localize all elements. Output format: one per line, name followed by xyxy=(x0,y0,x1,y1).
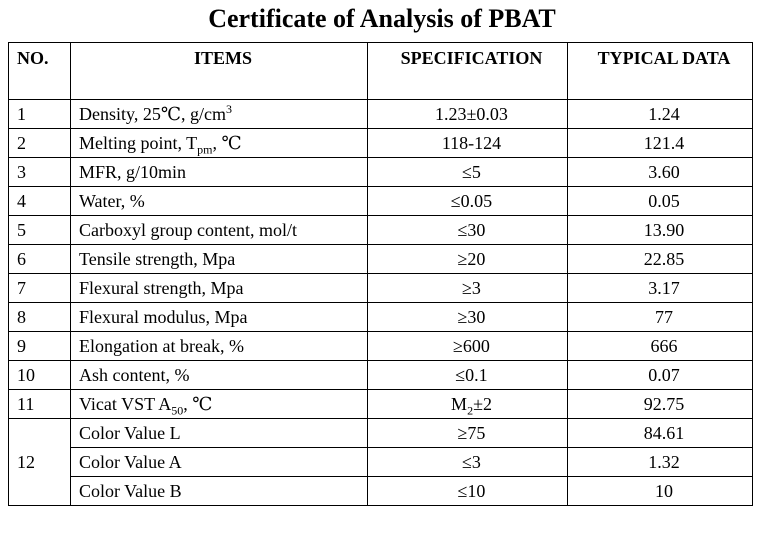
row-spec-suffix: ±2 xyxy=(473,394,492,414)
header-typical-data: TYPICAL DATA xyxy=(567,42,753,100)
table-row: 12 Color Value L ≥75 84.61 xyxy=(8,418,753,506)
row-specification: 1.23±0.03 xyxy=(367,99,568,129)
row-item: MFR, g/10min xyxy=(70,157,368,187)
row-spec-subscript: 2 xyxy=(467,403,474,418)
row-item: Carboxyl group content, mol/t xyxy=(70,215,368,245)
row-item: Color Value A xyxy=(70,447,368,477)
row-typical-data: 84.61 xyxy=(567,418,753,448)
row-no: 6 xyxy=(8,244,71,274)
row-item-subscript: 50 xyxy=(171,403,184,418)
table-row: 1 Density, 25℃, g/cm3 1.23±0.03 1.24 xyxy=(8,99,753,129)
row-no: 11 xyxy=(8,389,71,419)
row-no: 7 xyxy=(8,273,71,303)
row-specification: ≥20 xyxy=(367,244,568,274)
table-row: 2 Melting point, Tpm, ℃ 118-124 121.4 xyxy=(8,128,753,158)
row-typical-data: 3.60 xyxy=(567,157,753,187)
table-row: 9 Elongation at break, % ≥600 666 xyxy=(8,331,753,361)
row-no: 5 xyxy=(8,215,71,245)
table-row: Color Value B ≤10 10 xyxy=(9,476,753,506)
table-row: 7 Flexural strength, Mpa ≥3 3.17 xyxy=(8,273,753,303)
row-specification: ≥30 xyxy=(367,302,568,332)
header-specification: SPECIFICATION xyxy=(367,42,568,100)
row-item: Density, 25℃, g/cm3 xyxy=(70,99,368,129)
row-typical-data: 0.05 xyxy=(567,186,753,216)
row-item-text: Melting point, T xyxy=(79,133,198,153)
row-item: Color Value B xyxy=(70,476,368,506)
row-typical-data: 0.07 xyxy=(567,360,753,390)
row-no: 3 xyxy=(8,157,71,187)
table-row: 8 Flexural modulus, Mpa ≥30 77 xyxy=(8,302,753,332)
row-item: Ash content, % xyxy=(70,360,368,390)
row-item: Flexural strength, Mpa xyxy=(70,273,368,303)
row-typical-data: 121.4 xyxy=(567,128,753,158)
row-specification: ≥3 xyxy=(367,273,568,303)
row-item: Elongation at break, % xyxy=(70,331,368,361)
header-no: NO. xyxy=(8,42,71,100)
row-typical-data: 666 xyxy=(567,331,753,361)
row-specification: ≤0.05 xyxy=(367,186,568,216)
table-header-row: NO. ITEMS SPECIFICATION TYPICAL DATA xyxy=(8,42,753,100)
row-specification: ≤10 xyxy=(367,476,568,506)
table-row: 4 Water, % ≤0.05 0.05 xyxy=(8,186,753,216)
row-typical-data: 1.24 xyxy=(567,99,753,129)
analysis-table: NO. ITEMS SPECIFICATION TYPICAL DATA 1 D… xyxy=(8,42,753,506)
row-no: 10 xyxy=(8,360,71,390)
row-typical-data: 10 xyxy=(567,476,753,506)
row-item: Vicat VST A50, ℃ xyxy=(70,389,368,419)
row-item: Water, % xyxy=(70,186,368,216)
row-specification: ≤30 xyxy=(367,215,568,245)
table-row: 10 Ash content, % ≤0.1 0.07 xyxy=(8,360,753,390)
row-no: 2 xyxy=(8,128,71,158)
row-no: 4 xyxy=(8,186,71,216)
row-typical-data: 22.85 xyxy=(567,244,753,274)
row-typical-data: 1.32 xyxy=(567,447,753,477)
row-no-group: 12 xyxy=(8,418,71,506)
row-specification: M2±2 xyxy=(367,389,568,419)
row-specification: ≤0.1 xyxy=(367,360,568,390)
row-no: 1 xyxy=(8,99,71,129)
row-item-subscript: pm xyxy=(197,142,213,157)
row-typical-data: 77 xyxy=(567,302,753,332)
table-row: 5 Carboxyl group content, mol/t ≤30 13.9… xyxy=(8,215,753,245)
row-no: 8 xyxy=(8,302,71,332)
row-item-superscript: 3 xyxy=(225,102,232,116)
table-row: Color Value A ≤3 1.32 xyxy=(9,447,753,477)
row-specification: ≥75 xyxy=(367,418,568,448)
table-row: 11 Vicat VST A50, ℃ M2±2 92.75 xyxy=(8,389,753,419)
page-title: Certificate of Analysis of PBAT xyxy=(208,4,556,33)
row-item-text: Vicat VST A xyxy=(79,394,172,414)
row-typical-data: 92.75 xyxy=(567,389,753,419)
row-item: Color Value L xyxy=(70,418,368,448)
row-specification: ≤3 xyxy=(367,447,568,477)
row-specification: 118-124 xyxy=(367,128,568,158)
row-no: 9 xyxy=(8,331,71,361)
row-item-suffix: , ℃ xyxy=(212,133,242,153)
row-item: Tensile strength, Mpa xyxy=(70,244,368,274)
table-row: 6 Tensile strength, Mpa ≥20 22.85 xyxy=(8,244,753,274)
table-row: 3 MFR, g/10min ≤5 3.60 xyxy=(8,157,753,187)
header-items: ITEMS xyxy=(70,42,368,100)
row-specification: ≤5 xyxy=(367,157,568,187)
row-typical-data: 13.90 xyxy=(567,215,753,245)
row-typical-data: 3.17 xyxy=(567,273,753,303)
row-item-suffix: , ℃ xyxy=(183,394,213,414)
row-item: Melting point, Tpm, ℃ xyxy=(70,128,368,158)
row-specification: ≥600 xyxy=(367,331,568,361)
row-item-text: Density, 25℃, g/cm xyxy=(79,104,226,124)
row-item: Flexural modulus, Mpa xyxy=(70,302,368,332)
row-spec-text: M xyxy=(451,394,468,414)
